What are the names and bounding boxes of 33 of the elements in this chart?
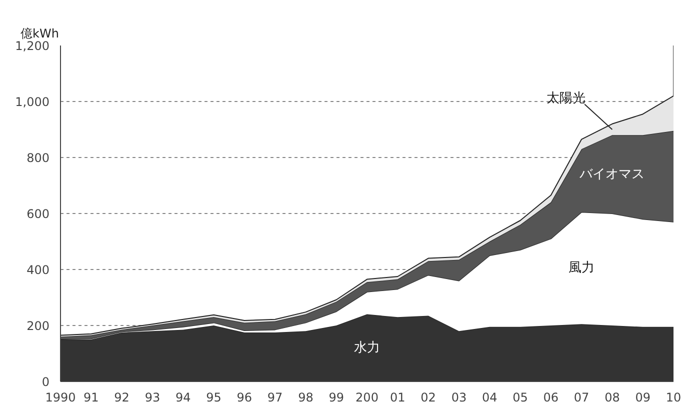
x-tick-label: 06: [543, 390, 559, 404]
y-tick-label: 800: [26, 151, 50, 165]
x-tick-label: 05: [512, 390, 528, 404]
x-tick-label: 09: [635, 390, 650, 404]
y-tick-label: 1,000: [15, 95, 50, 109]
series-label: バイオマス: [578, 166, 645, 182]
x-tick-label: 07: [574, 390, 590, 404]
x-tick-label: 95: [206, 390, 222, 404]
x-tick-label: 1990: [45, 390, 76, 404]
y-tick-label: 1,200: [15, 39, 50, 53]
x-tick-label: 96: [236, 390, 252, 404]
series-label: 風力: [568, 260, 595, 276]
x-tick-label: 10: [666, 390, 682, 404]
x-tick-label: 03: [451, 390, 467, 404]
x-tick-label: 01: [390, 390, 406, 404]
x-tick-label: 91: [84, 390, 99, 404]
x-tick-label: 200: [356, 390, 378, 404]
x-tick-label: 04: [482, 390, 498, 404]
x-tick-label: 98: [298, 390, 314, 404]
y-tick-label: 400: [26, 263, 50, 277]
y-tick-label: 600: [26, 207, 50, 221]
x-tick-label: 97: [267, 390, 283, 404]
y-tick-label: 0: [42, 375, 50, 389]
x-tick-label: 02: [420, 390, 436, 404]
y-tick-label: 200: [26, 319, 50, 333]
x-tick-label: 93: [144, 390, 160, 404]
text: 太陽光: [546, 91, 586, 106]
series-label: 水力: [354, 340, 380, 356]
x-tick-label: 08: [604, 390, 620, 404]
x-tick-label: 99: [328, 390, 344, 404]
x-tick-label: 92: [114, 390, 130, 404]
y-axis-title: 億kWh: [20, 26, 59, 40]
x-tick-label: 94: [175, 390, 191, 404]
